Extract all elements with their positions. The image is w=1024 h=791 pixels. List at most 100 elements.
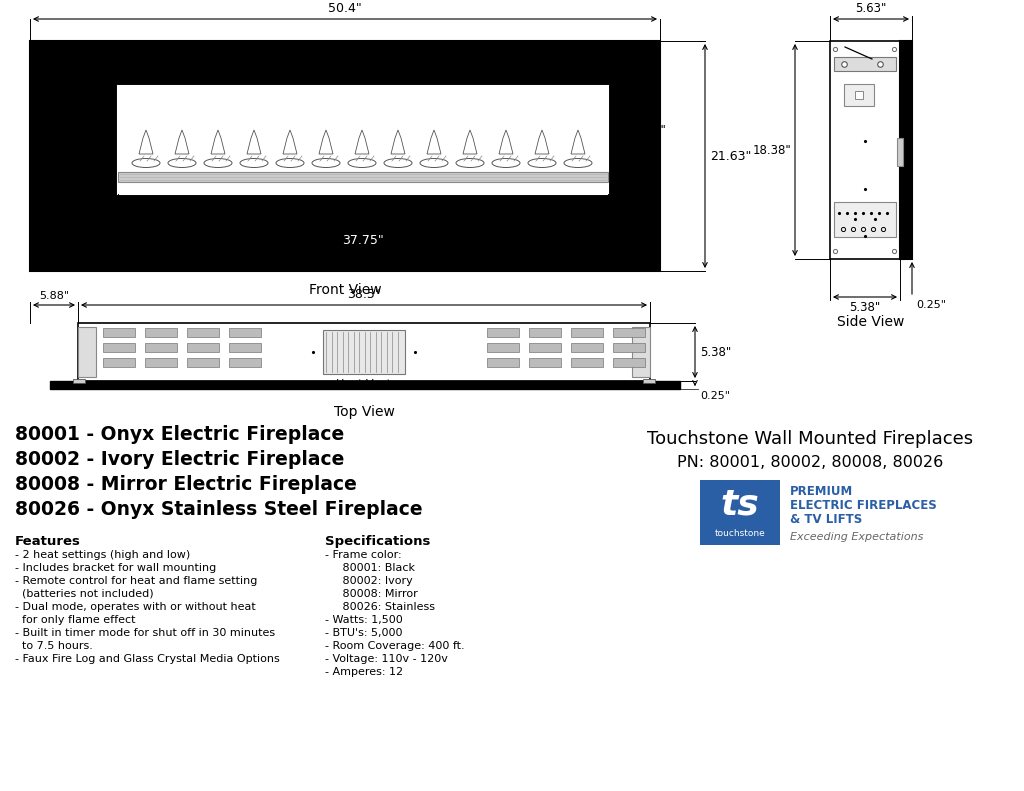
Text: 5.38": 5.38" (700, 346, 731, 358)
Text: Touchstone Wall Mounted Fireplaces: Touchstone Wall Mounted Fireplaces (647, 430, 973, 448)
Text: Side View: Side View (838, 315, 904, 329)
Text: - Remote control for heat and flame setting: - Remote control for heat and flame sett… (15, 576, 257, 586)
Ellipse shape (420, 158, 449, 168)
Bar (529, 328, 561, 337)
Polygon shape (283, 130, 297, 154)
Ellipse shape (312, 158, 340, 168)
Bar (834, 57, 896, 71)
Text: (batteries not included): (batteries not included) (15, 589, 154, 599)
Bar (229, 328, 261, 337)
Text: 0.25": 0.25" (916, 300, 946, 310)
Bar (145, 358, 177, 367)
Polygon shape (427, 130, 441, 154)
Polygon shape (355, 130, 369, 154)
Bar (897, 138, 903, 166)
Ellipse shape (456, 158, 484, 168)
Text: Heat Vent: Heat Vent (337, 379, 391, 389)
Bar (571, 328, 603, 337)
Text: 18.38": 18.38" (753, 143, 791, 157)
Text: to 7.5 hours.: to 7.5 hours. (15, 641, 93, 651)
Bar (187, 358, 219, 367)
Text: 80002: Ivory: 80002: Ivory (325, 576, 413, 586)
Text: - Includes bracket for wall mounting: - Includes bracket for wall mounting (15, 563, 216, 573)
Bar (73, 379, 85, 383)
Ellipse shape (204, 158, 232, 168)
Text: PREMIUM: PREMIUM (790, 485, 853, 498)
Text: - BTU's: 5,000: - BTU's: 5,000 (325, 628, 402, 638)
Text: 0.25": 0.25" (700, 391, 730, 401)
Bar (830, 41, 900, 259)
Text: - Room Coverage: 400 ft.: - Room Coverage: 400 ft. (325, 641, 465, 651)
Bar (50, 381, 680, 389)
Bar (834, 202, 896, 237)
Ellipse shape (132, 158, 160, 168)
Ellipse shape (384, 158, 412, 168)
Bar (323, 330, 406, 374)
Bar (103, 358, 135, 367)
Text: 80001 - Onyx Electric Fireplace: 80001 - Onyx Electric Fireplace (15, 425, 344, 444)
Bar (229, 343, 261, 352)
Polygon shape (139, 130, 153, 154)
Polygon shape (499, 130, 513, 154)
Text: 37.75": 37.75" (342, 234, 384, 247)
Ellipse shape (492, 158, 520, 168)
Text: Exceeding Expectations: Exceeding Expectations (790, 532, 924, 542)
Bar (145, 328, 177, 337)
Text: Specifications: Specifications (325, 535, 430, 548)
Bar (529, 343, 561, 352)
Text: - Dual mode, operates with or without heat: - Dual mode, operates with or without he… (15, 602, 256, 612)
Polygon shape (319, 130, 333, 154)
Text: - Voltage: 110v - 120v: - Voltage: 110v - 120v (325, 654, 447, 664)
Text: 80026 - Onyx Stainless Steel Fireplace: 80026 - Onyx Stainless Steel Fireplace (15, 500, 423, 519)
Bar (103, 343, 135, 352)
Bar (632, 327, 650, 377)
Bar (118, 172, 608, 182)
Ellipse shape (240, 158, 268, 168)
Text: & TV LIFTS: & TV LIFTS (790, 513, 862, 526)
Polygon shape (247, 130, 261, 154)
Text: Front View: Front View (308, 283, 381, 297)
Bar (613, 343, 645, 352)
Text: Features: Features (15, 535, 81, 548)
Bar (613, 328, 645, 337)
Text: 5.38": 5.38" (849, 301, 881, 314)
Bar (487, 358, 519, 367)
Bar (487, 343, 519, 352)
Text: Top View: Top View (334, 405, 394, 419)
Polygon shape (391, 130, 406, 154)
Polygon shape (175, 130, 189, 154)
Text: touchstone: touchstone (715, 529, 765, 538)
Text: 21.63": 21.63" (710, 149, 752, 162)
Bar (571, 343, 603, 352)
Text: - Frame color:: - Frame color: (325, 550, 401, 560)
Text: 80001: Black: 80001: Black (325, 563, 415, 573)
Bar (78, 327, 96, 377)
Ellipse shape (168, 158, 196, 168)
Text: 80008: Mirror: 80008: Mirror (325, 589, 418, 599)
Bar (118, 86, 608, 194)
Ellipse shape (348, 158, 376, 168)
Text: - Amperes: 12: - Amperes: 12 (325, 667, 403, 677)
Text: 8.5": 8.5" (642, 123, 666, 137)
Bar (78, 323, 650, 381)
Text: 50.4": 50.4" (328, 2, 361, 15)
Text: for only flame effect: for only flame effect (15, 615, 135, 625)
Ellipse shape (528, 158, 556, 168)
Text: 5.88": 5.88" (39, 291, 69, 301)
Bar (187, 343, 219, 352)
Text: - Built in timer mode for shut off in 30 minutes: - Built in timer mode for shut off in 30… (15, 628, 275, 638)
Text: - Watts: 1,500: - Watts: 1,500 (325, 615, 402, 625)
Bar (571, 358, 603, 367)
Text: ts: ts (721, 488, 760, 522)
Polygon shape (463, 130, 477, 154)
Ellipse shape (276, 158, 304, 168)
Ellipse shape (564, 158, 592, 168)
Bar (30, 41, 660, 271)
Polygon shape (571, 130, 585, 154)
Text: - Faux Fire Log and Glass Crystal Media Options: - Faux Fire Log and Glass Crystal Media … (15, 654, 280, 664)
Text: - 2 heat settings (high and low): - 2 heat settings (high and low) (15, 550, 190, 560)
Bar (487, 328, 519, 337)
Bar (643, 379, 655, 383)
Bar (844, 84, 874, 106)
Bar (700, 480, 780, 545)
